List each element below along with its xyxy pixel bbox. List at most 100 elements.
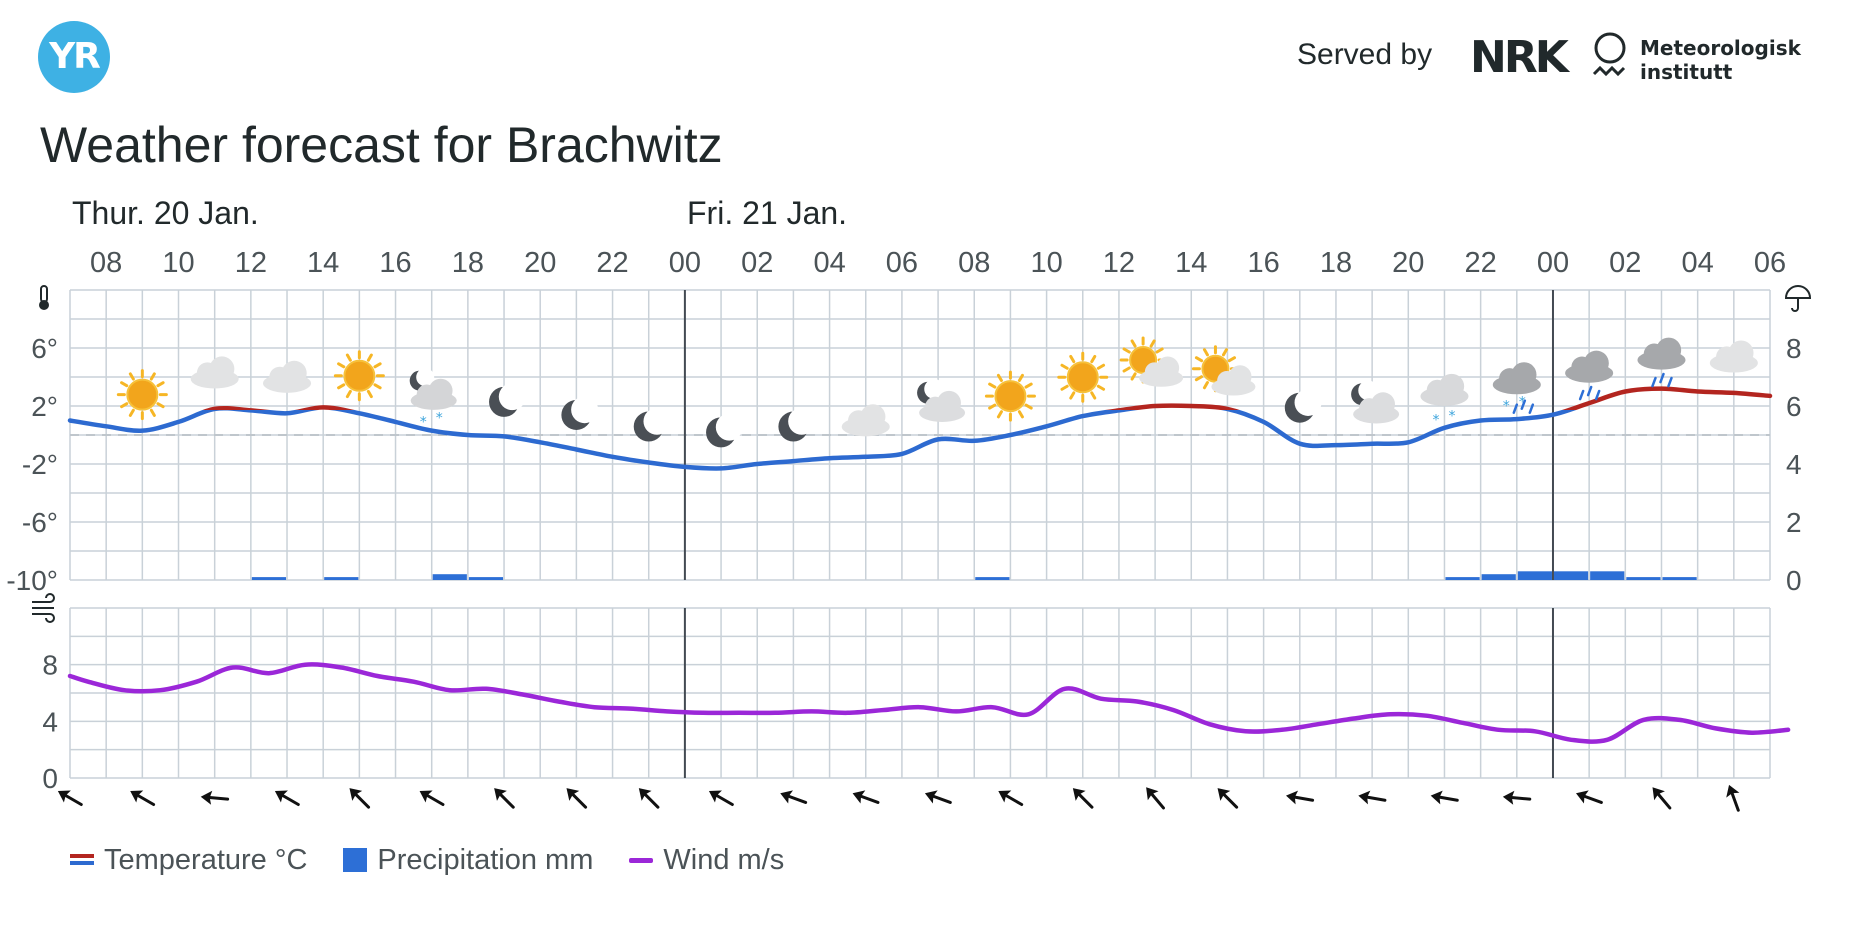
- arrow-head: [1575, 790, 1589, 804]
- arrow-head: [924, 790, 938, 804]
- nrk-logo[interactable]: NRK: [1470, 32, 1569, 83]
- hour-label: 14: [1175, 247, 1207, 279]
- wind-direction-arrow: [494, 788, 515, 809]
- snowflake: *: [420, 415, 427, 431]
- precipitation-bar: [324, 577, 359, 580]
- yr-logo[interactable]: YR: [38, 21, 110, 93]
- cloud-puff: [1511, 362, 1537, 388]
- wind-direction-arrow: [1652, 787, 1672, 810]
- cloud-puff: [1228, 365, 1252, 389]
- weather-symbols: * * * ** *: [116, 336, 1758, 448]
- moon-cloud-icon: [917, 379, 966, 422]
- cloud-puff: [281, 360, 307, 386]
- arrow-shaft: [929, 793, 952, 804]
- wind-axis-label: 4: [42, 706, 58, 737]
- sun-ray: [149, 408, 156, 417]
- moon-cut: [1358, 380, 1379, 401]
- arrow-shaft: [1362, 795, 1387, 802]
- legend-temperature-swatch: [70, 854, 94, 866]
- moon-icon: [489, 383, 526, 417]
- arrow-head: [708, 790, 722, 803]
- sun-icon: [984, 370, 1036, 422]
- legend-precipitation-label: Precipitation mm: [377, 843, 594, 876]
- sun-ray: [156, 402, 165, 409]
- met-institute-logo[interactable]: Meteorologisk institutt: [1640, 36, 1801, 84]
- hour-label: 16: [1247, 247, 1279, 279]
- sun-ray: [1096, 384, 1106, 391]
- arrow-head: [998, 790, 1012, 803]
- arrow-shaft: [61, 792, 83, 806]
- wind-direction-arrow: [419, 790, 445, 806]
- sun-ray: [1060, 363, 1069, 370]
- moon-cut: [715, 413, 743, 441]
- arrow-shaft: [784, 793, 808, 804]
- cloud-puff: [937, 390, 961, 415]
- temperature-grid: [69, 289, 1771, 581]
- wind-direction-arrow: [566, 788, 588, 809]
- raindrop: [1651, 376, 1657, 388]
- moon-cut: [571, 396, 599, 424]
- arrow-head: [780, 790, 793, 804]
- legend-wind-swatch: [629, 857, 654, 863]
- hour-label: 08: [958, 247, 990, 279]
- hour-label: 06: [1754, 247, 1786, 279]
- wind-direction-arrow: [274, 790, 300, 806]
- wind-direction-arrow: [130, 790, 156, 806]
- sun-ray: [1130, 339, 1137, 348]
- wind-line: [67, 662, 1791, 744]
- sun-ray: [1194, 356, 1204, 363]
- wind-direction-arrow: [200, 790, 230, 805]
- sun-ray: [1130, 372, 1137, 381]
- sun-ray: [1060, 384, 1069, 391]
- arrow-shaft: [352, 790, 371, 809]
- thermometer-icon: [39, 285, 49, 310]
- arrow-shaft: [205, 795, 230, 801]
- arrow-shaft: [1001, 792, 1024, 806]
- precip-axis-label: 2: [1786, 507, 1802, 538]
- sun-ray: [120, 402, 129, 409]
- arrow-shaft: [496, 790, 515, 809]
- sun-ray: [1024, 403, 1033, 410]
- page-title: Weather forecast for Brachwitz: [40, 117, 723, 173]
- wind-direction-arrow: [1217, 788, 1239, 809]
- precipitation-bar: [432, 574, 467, 580]
- cloud-puff: [209, 356, 235, 382]
- hour-label: 10: [1030, 247, 1062, 279]
- sun-ray: [337, 362, 346, 369]
- hour-label: 06: [886, 247, 918, 279]
- hour-label: 22: [596, 247, 628, 279]
- legend-item-precipitation: Precipitation mm: [343, 844, 593, 877]
- sun-ray: [149, 372, 156, 381]
- arrow-head: [1726, 784, 1740, 798]
- axis-labels: Thur. 20 Jan. Fri. 21 Jan.08 10 12 14 16 18 20 2…: [6, 195, 1801, 794]
- sun-ray: [366, 353, 373, 362]
- moon-icon: [1284, 388, 1322, 423]
- wind-direction-arrow: [1285, 790, 1315, 805]
- precip-axis-label: 8: [1786, 333, 1802, 364]
- legend: Temperature °C Precipitation mm Wind m/s: [70, 843, 820, 877]
- hour-label: 02: [741, 247, 773, 279]
- moon-icon: [706, 413, 743, 448]
- cloud-puff: [1728, 340, 1754, 366]
- wind-axis-label: 0: [42, 763, 58, 794]
- sun-ray: [1221, 348, 1228, 357]
- header: YR Served by NRK Meteorologisk institutt: [0, 0, 1851, 120]
- arrow-shaft: [1507, 795, 1532, 801]
- moon-cut: [416, 368, 435, 387]
- wind-direction-arrow: [1726, 784, 1740, 812]
- day-label: Thur. 20 Jan.: [72, 195, 259, 231]
- arrow-shaft: [1435, 795, 1459, 802]
- sun-ray: [128, 408, 135, 417]
- temperature-series: [67, 386, 1773, 471]
- hour-label: 18: [452, 247, 484, 279]
- precipitation-bar: [975, 577, 1010, 580]
- legend-wind-label: Wind m/s: [663, 843, 785, 876]
- hour-label: 04: [1682, 247, 1714, 279]
- precipitation-bar: [1590, 571, 1625, 580]
- sun-ray: [156, 381, 165, 388]
- cloudy-icon: [1709, 340, 1758, 373]
- sun-ray: [996, 410, 1003, 419]
- hour-label: 10: [162, 247, 194, 279]
- wind-axis-label: 8: [42, 650, 58, 681]
- cloud-puff: [1656, 337, 1682, 363]
